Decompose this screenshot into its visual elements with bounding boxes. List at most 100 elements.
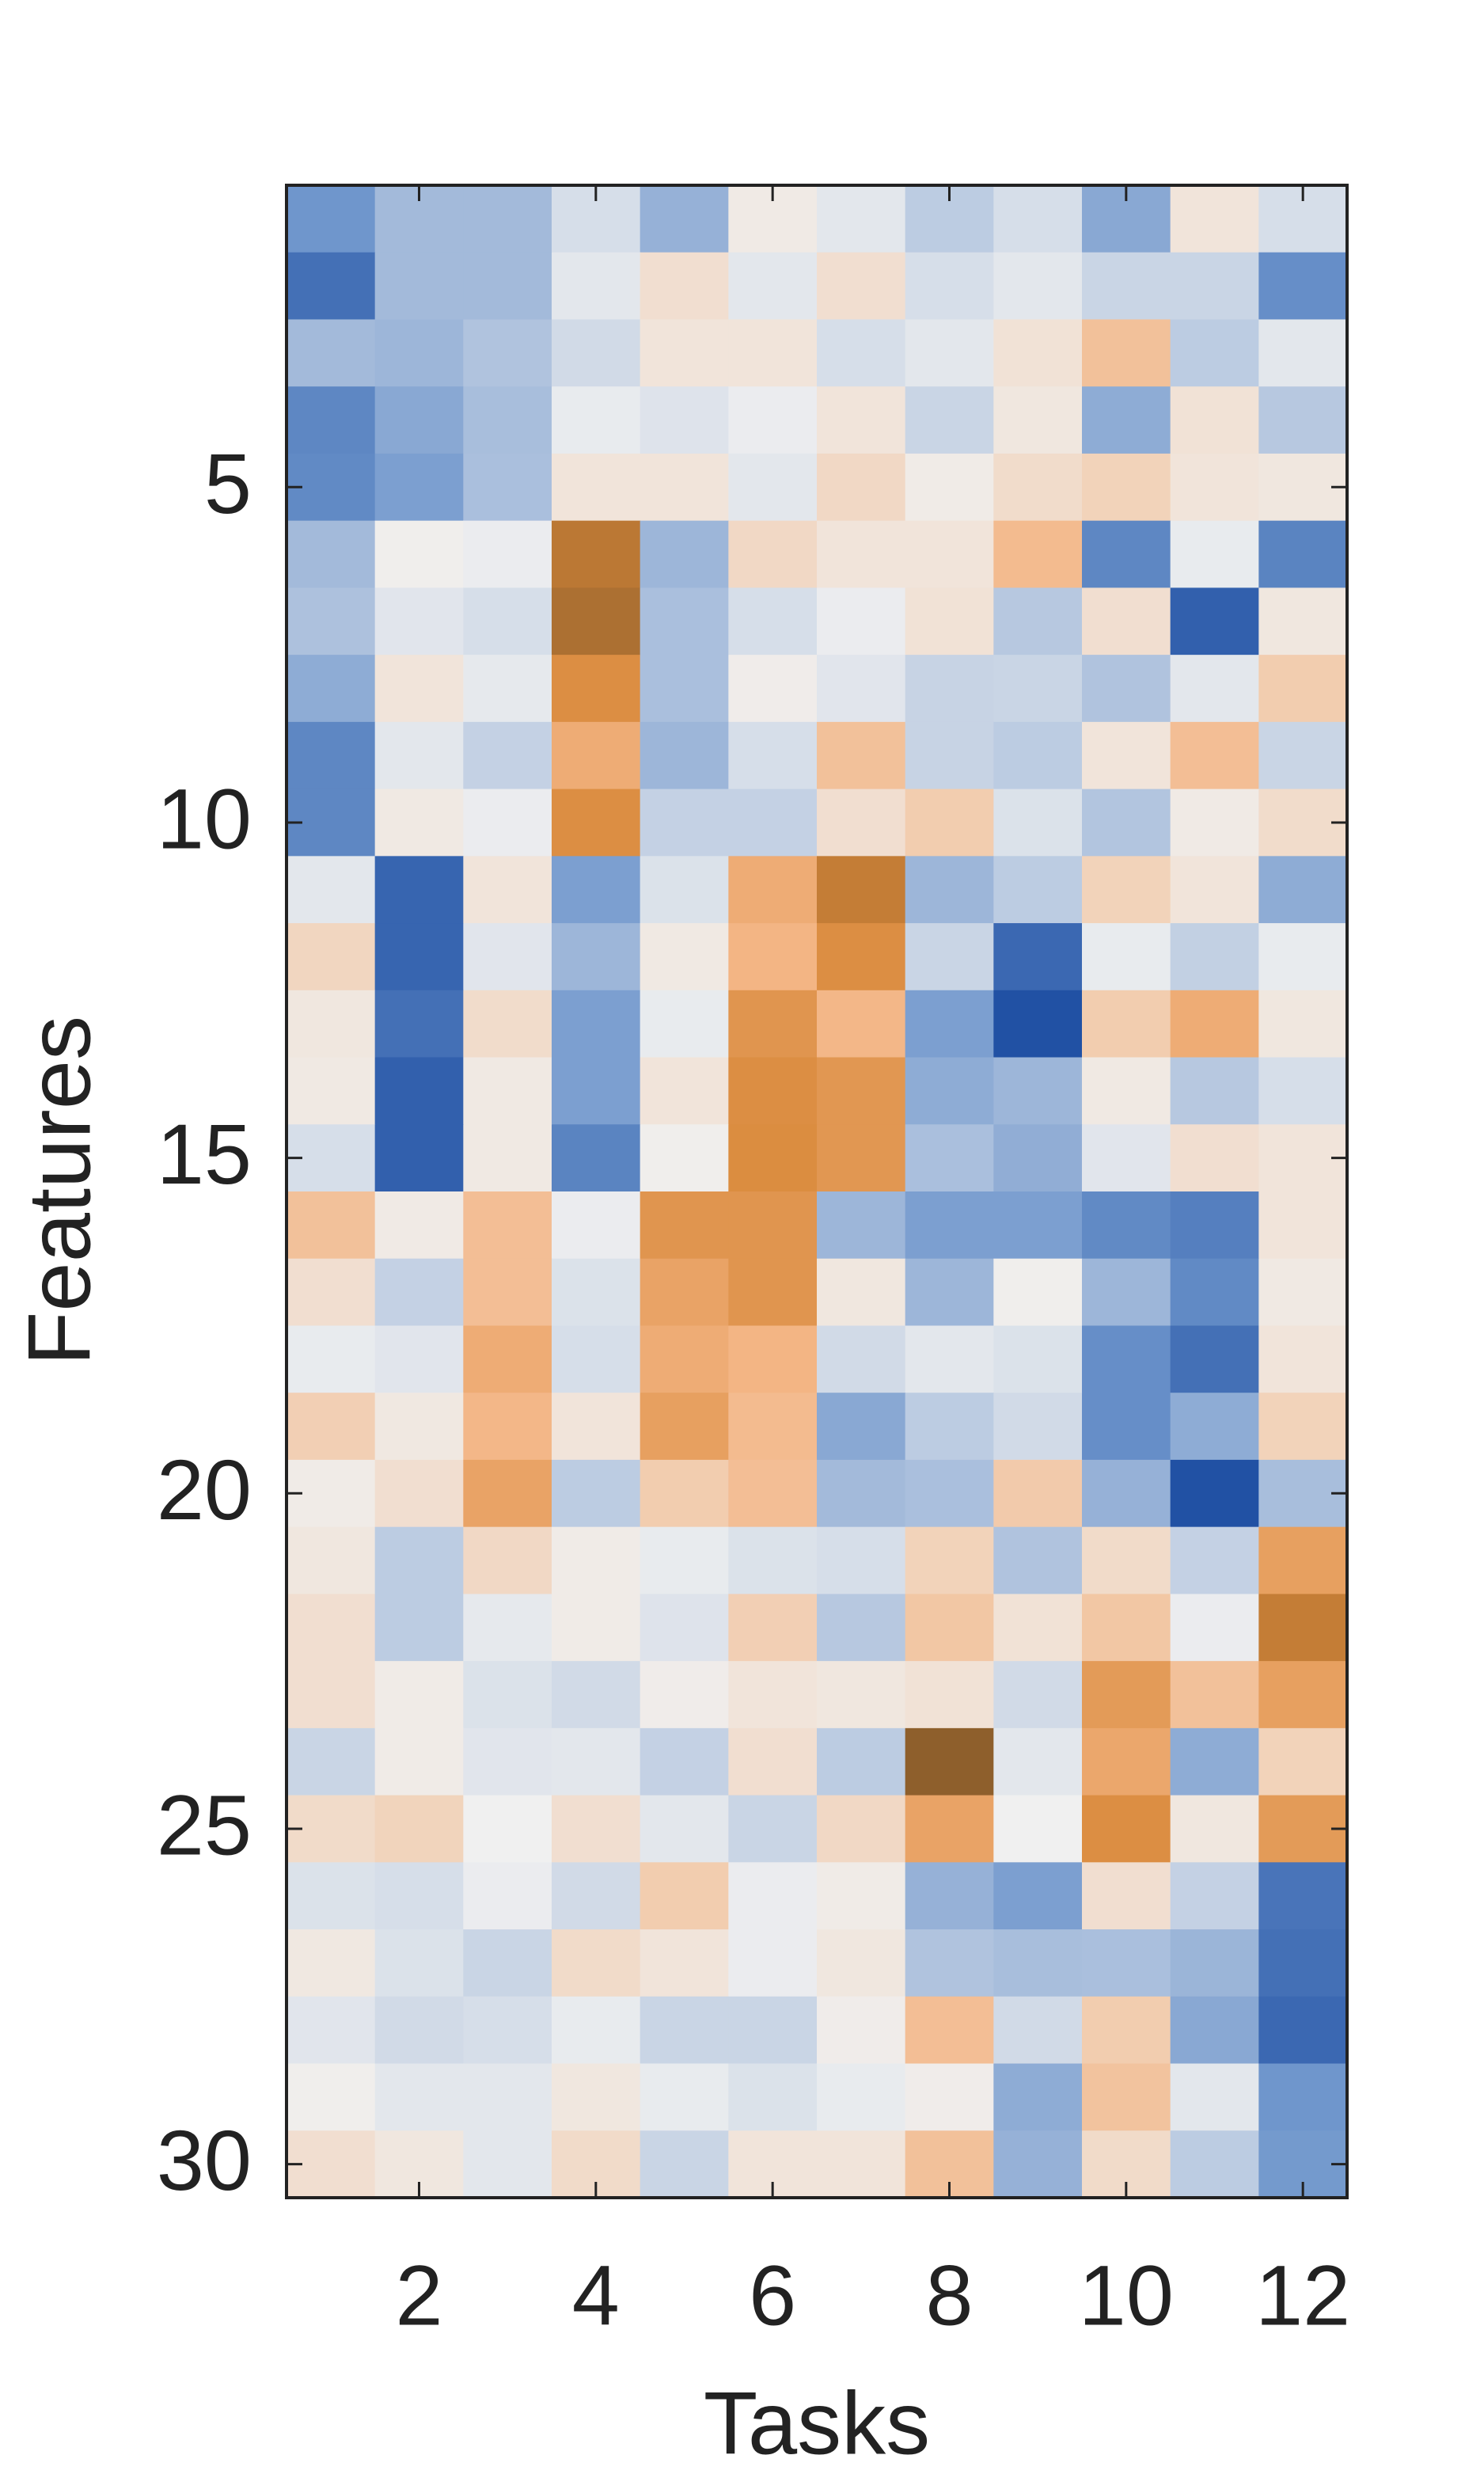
heatmap-cell	[728, 1795, 818, 1863]
heatmap-cell	[463, 1258, 552, 1327]
heatmap-cell	[905, 789, 994, 857]
heatmap-cell	[728, 789, 818, 857]
heatmap-cell	[993, 856, 1083, 924]
heatmap-cell	[640, 1996, 729, 2065]
heatmap-cell	[1082, 453, 1171, 522]
heatmap-cell	[993, 1996, 1083, 2065]
heatmap-cell	[287, 2063, 376, 2131]
heatmap-cell	[817, 2063, 906, 2131]
heatmap-cell	[640, 1594, 729, 1662]
heatmap-cell	[1258, 1393, 1348, 1461]
heatmap-cell	[1258, 1258, 1348, 1327]
heatmap-cell	[640, 1124, 729, 1192]
heatmap-cell	[463, 856, 552, 924]
heatmap-cell	[728, 1325, 818, 1393]
heatmap-cell	[993, 721, 1083, 790]
heatmap-cell	[905, 386, 994, 454]
heatmap-cell	[374, 1661, 464, 1729]
heatmap-cell	[287, 587, 376, 656]
heatmap-cell	[552, 721, 641, 790]
heatmap-cell	[905, 655, 994, 723]
heatmap-cell	[1082, 1325, 1171, 1393]
heatmap-cell	[463, 386, 552, 454]
heatmap-cell	[640, 2130, 729, 2198]
heatmap-cell	[287, 990, 376, 1058]
heatmap-cell	[817, 1258, 906, 1327]
heatmap-cell	[728, 252, 818, 321]
heatmap-cell	[287, 1996, 376, 2065]
x-tick-label: 4	[572, 2248, 620, 2343]
heatmap-cell	[552, 587, 641, 656]
heatmap-cell	[1082, 1795, 1171, 1863]
heatmap-cell	[905, 1996, 994, 2065]
x-tick-label: 6	[749, 2248, 796, 2343]
heatmap-cell	[817, 1727, 906, 1796]
heatmap-cell	[552, 1459, 641, 1528]
heatmap-cell	[463, 1727, 552, 1796]
heatmap-cell	[640, 1393, 729, 1461]
heatmap-cell	[993, 1727, 1083, 1796]
x-tick-label: 8	[925, 2248, 973, 2343]
heatmap-cell	[993, 1393, 1083, 1461]
heatmap-cell	[1170, 923, 1259, 991]
heatmap-cell	[905, 856, 994, 924]
heatmap-cell	[817, 386, 906, 454]
heatmap-cell	[463, 990, 552, 1058]
heatmap-cell	[552, 1526, 641, 1594]
heatmap-cell	[374, 1929, 464, 1997]
heatmap-cell	[1258, 1727, 1348, 1796]
heatmap-cell	[374, 856, 464, 924]
heatmap-cell	[1082, 520, 1171, 588]
heatmap-cell	[817, 856, 906, 924]
heatmap-cell	[552, 386, 641, 454]
heatmap-cell	[817, 1996, 906, 2065]
heatmap-cell	[287, 923, 376, 991]
heatmap-cell	[640, 1325, 729, 1393]
heatmap-cell	[1170, 2063, 1259, 2131]
heatmap-cell	[905, 453, 994, 522]
heatmap-cell	[1170, 1057, 1259, 1125]
heatmap-cell	[817, 520, 906, 588]
heatmap-cell	[1170, 856, 1259, 924]
heatmap-cell	[287, 520, 376, 588]
heatmap-cell	[374, 520, 464, 588]
heatmap-cell	[817, 1325, 906, 1393]
heatmap-cell	[374, 789, 464, 857]
heatmap-cell	[1258, 386, 1348, 454]
heatmap-cell	[1170, 789, 1259, 857]
heatmap-cell	[993, 655, 1083, 723]
heatmap-cell	[1170, 1996, 1259, 2065]
heatmap-cell	[1170, 1727, 1259, 1796]
heatmap-cell	[993, 1258, 1083, 1327]
heatmap-cell	[1082, 1191, 1171, 1260]
heatmap-cell	[1170, 1795, 1259, 1863]
heatmap-cell	[993, 319, 1083, 387]
heatmap-cell	[905, 1459, 994, 1528]
x-tick-label: 10	[1079, 2248, 1174, 2343]
heatmap-cell	[905, 1526, 994, 1594]
heatmap-cell	[552, 1325, 641, 1393]
heatmap-cell	[817, 1862, 906, 1930]
heatmap-cell	[287, 856, 376, 924]
heatmap-cell	[374, 1124, 464, 1192]
heatmap-cell	[905, 1124, 994, 1192]
heatmap-cell	[1170, 319, 1259, 387]
heatmap-cell	[817, 990, 906, 1058]
heatmap-cell	[1170, 1258, 1259, 1327]
heatmap-cell	[552, 319, 641, 387]
heatmap-cell	[1170, 1661, 1259, 1729]
heatmap-cell	[817, 1459, 906, 1528]
heatmap-cell	[817, 2130, 906, 2198]
heatmap-cell	[640, 789, 729, 857]
heatmap-cell	[728, 520, 818, 588]
heatmap-cell	[1258, 1594, 1348, 1662]
heatmap-cell	[905, 990, 994, 1058]
heatmap-cell	[1170, 1862, 1259, 1930]
heatmap-cell	[463, 520, 552, 588]
heatmap-cell	[287, 1325, 376, 1393]
heatmap-cell	[993, 1057, 1083, 1125]
heatmap-cell	[1170, 1325, 1259, 1393]
heatmap-cell	[993, 1661, 1083, 1729]
heatmap-cell	[640, 1862, 729, 1930]
